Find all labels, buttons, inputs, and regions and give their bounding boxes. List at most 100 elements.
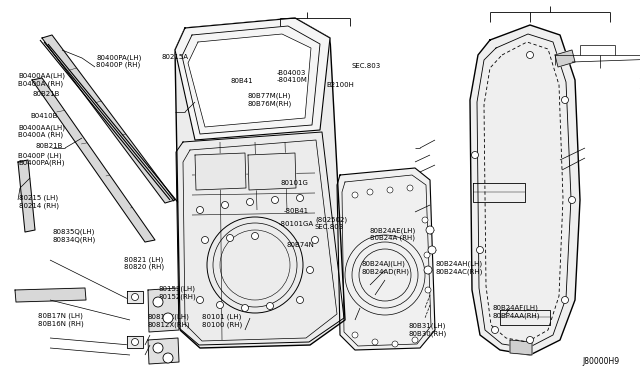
Circle shape [352, 332, 358, 338]
Circle shape [561, 296, 568, 304]
Text: 80B24AE(LH): 80B24AE(LH) [370, 227, 416, 234]
Text: 80B77M(LH): 80B77M(LH) [247, 93, 291, 99]
Text: 80B24AC(RH): 80B24AC(RH) [435, 268, 483, 275]
Text: 80B30(RH): 80B30(RH) [408, 330, 447, 337]
Circle shape [527, 51, 534, 58]
Circle shape [422, 217, 428, 223]
Text: 80B76M(RH): 80B76M(RH) [247, 100, 291, 107]
Polygon shape [195, 153, 246, 190]
Text: -80101GA: -80101GA [278, 221, 314, 227]
Circle shape [153, 343, 163, 353]
Text: B0410B: B0410B [31, 113, 58, 119]
Text: 80400PA(LH): 80400PA(LH) [96, 54, 141, 61]
Polygon shape [175, 18, 345, 348]
Text: 80100 (RH): 80100 (RH) [202, 321, 243, 328]
Text: 80B16N (RH): 80B16N (RH) [38, 320, 84, 327]
Text: B0400PA(RH): B0400PA(RH) [18, 160, 65, 166]
Polygon shape [127, 291, 143, 303]
Circle shape [412, 337, 418, 343]
Text: J80000H9: J80000H9 [583, 357, 620, 366]
Text: 80834Q(RH): 80834Q(RH) [52, 237, 96, 243]
Polygon shape [15, 288, 86, 302]
Polygon shape [42, 35, 175, 203]
Circle shape [392, 341, 398, 347]
Text: -80410M: -80410M [276, 77, 307, 83]
Text: B0400AA(LH): B0400AA(LH) [18, 124, 65, 131]
Circle shape [426, 226, 434, 234]
Circle shape [266, 302, 273, 310]
Circle shape [271, 196, 278, 203]
Circle shape [387, 187, 393, 193]
Polygon shape [175, 18, 330, 140]
Circle shape [407, 185, 413, 191]
Circle shape [428, 246, 436, 254]
Circle shape [196, 296, 204, 304]
Circle shape [424, 252, 430, 258]
Polygon shape [18, 160, 35, 232]
Polygon shape [188, 34, 311, 127]
Circle shape [202, 237, 209, 244]
Text: B2100H: B2100H [326, 82, 355, 88]
Circle shape [561, 96, 568, 103]
Text: 80B41: 80B41 [230, 78, 253, 84]
Text: SEC.803: SEC.803 [315, 224, 344, 230]
Circle shape [221, 202, 228, 208]
Text: 80820 (RH): 80820 (RH) [124, 264, 164, 270]
Text: 80B17N (LH): 80B17N (LH) [38, 312, 83, 319]
Text: 80B24AD(RH): 80B24AD(RH) [362, 268, 410, 275]
Circle shape [163, 313, 173, 323]
Text: 80B24AH(LH): 80B24AH(LH) [435, 260, 483, 267]
Circle shape [131, 294, 138, 301]
Circle shape [367, 189, 373, 195]
Text: 80152(RH): 80152(RH) [159, 293, 196, 300]
Polygon shape [148, 288, 179, 332]
Text: 80101G: 80101G [280, 180, 308, 186]
Circle shape [352, 192, 358, 198]
Text: 80400P (RH): 80400P (RH) [96, 62, 140, 68]
Text: 80214 (RH): 80214 (RH) [19, 202, 60, 209]
Polygon shape [470, 25, 580, 355]
Circle shape [241, 305, 248, 311]
Circle shape [527, 337, 534, 343]
Text: 80821 (LH): 80821 (LH) [124, 256, 163, 263]
Text: 80B31(LH): 80B31(LH) [408, 322, 445, 329]
Text: 80813X(LH): 80813X(LH) [147, 313, 189, 320]
Circle shape [312, 237, 319, 244]
Text: B0400AA(LH): B0400AA(LH) [18, 73, 65, 79]
Circle shape [252, 232, 259, 240]
Circle shape [246, 199, 253, 205]
Circle shape [227, 234, 234, 241]
Text: 80B24AJ(LH): 80B24AJ(LH) [362, 260, 406, 267]
Circle shape [131, 339, 138, 346]
Text: SEC.803: SEC.803 [352, 63, 381, 69]
Circle shape [568, 196, 575, 203]
Polygon shape [248, 153, 296, 190]
Text: 80835Q(LH): 80835Q(LH) [52, 229, 95, 235]
Text: 80812X(RH): 80812X(RH) [147, 321, 190, 328]
Text: 80153(LH): 80153(LH) [159, 285, 196, 292]
Circle shape [153, 297, 163, 307]
Circle shape [425, 287, 431, 293]
Text: 80B21B: 80B21B [35, 143, 63, 149]
Text: B0400A (RH): B0400A (RH) [18, 132, 63, 138]
Polygon shape [510, 340, 532, 355]
Text: B0400A (RH): B0400A (RH) [18, 80, 63, 87]
Circle shape [216, 301, 223, 308]
Circle shape [472, 151, 479, 158]
Polygon shape [127, 336, 143, 348]
Text: 80101 (LH): 80101 (LH) [202, 313, 242, 320]
Circle shape [372, 339, 378, 345]
Circle shape [477, 247, 483, 253]
Polygon shape [32, 78, 155, 242]
Circle shape [492, 327, 499, 334]
Text: -B04003: -B04003 [276, 70, 306, 76]
Text: (802502): (802502) [315, 216, 347, 223]
Polygon shape [555, 50, 575, 67]
Text: 80BP4AA(RH): 80BP4AA(RH) [493, 312, 540, 319]
Circle shape [424, 266, 432, 274]
Polygon shape [337, 168, 435, 350]
Text: B0400P (LH): B0400P (LH) [18, 152, 61, 159]
Circle shape [196, 206, 204, 214]
Text: 80B24A (RH): 80B24A (RH) [370, 235, 415, 241]
Text: 80215A: 80215A [161, 54, 188, 60]
